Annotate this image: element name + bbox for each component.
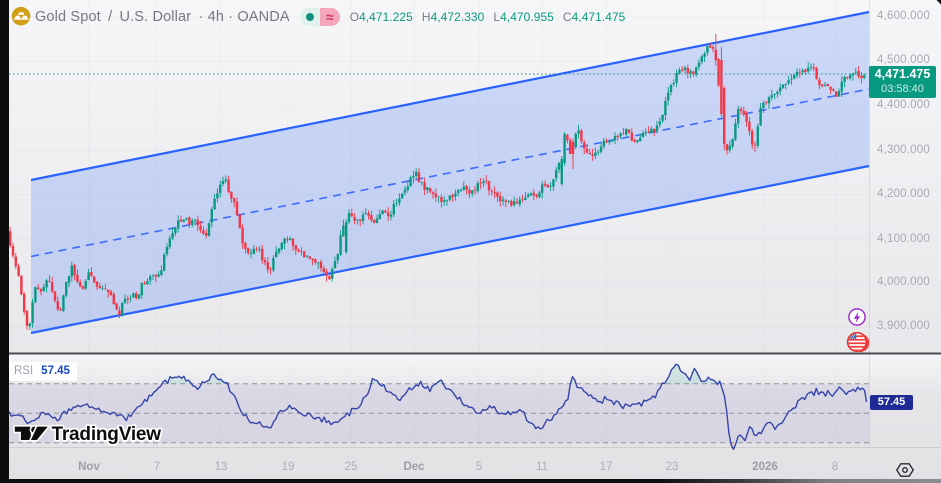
svg-text:TradingView: TradingView (52, 424, 162, 445)
